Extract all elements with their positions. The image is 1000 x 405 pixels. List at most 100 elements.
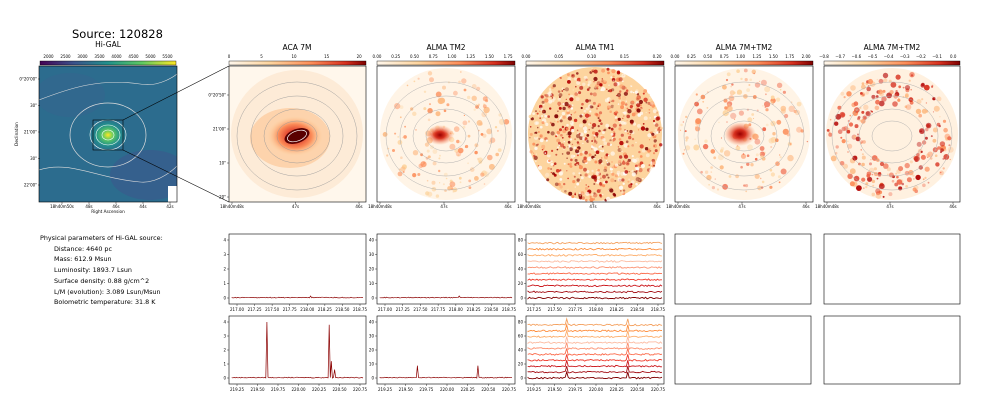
x-tick-label: 46s: [802, 204, 809, 209]
higal-ylabel: Declination: [14, 122, 19, 146]
param-tbol: Bolometric temperature: 31.8 K: [54, 298, 156, 307]
tm1-colorbar: [525, 60, 665, 66]
spectrum-line: [527, 296, 663, 300]
spectrum-y-tick: 10: [369, 281, 375, 286]
spectrum-x-tick: 217.75: [431, 307, 445, 312]
x-tick-label: 18h40m48s: [666, 204, 690, 209]
colorbar-tick-label: 1.25: [466, 54, 475, 59]
colorbar-tick-label: 3500: [94, 54, 105, 59]
spectrum-x-tick: 219.25: [230, 387, 244, 392]
tm2-title: ALMA TM2: [426, 43, 465, 52]
colorbar-tick-label: 0.00: [373, 54, 382, 59]
params-header: Physical parameters of Hi-GAL source:: [40, 234, 163, 242]
spectrum-panel: 0 1 2 3 4 217.00 217.25 217.50 217.75 218.00 218.2…: [223, 233, 367, 312]
spectrum-x-tick: 218.25: [467, 307, 481, 312]
spectrum-x-tick: 219.50: [251, 387, 265, 392]
colorbar-tick-label: 0.50: [703, 54, 712, 59]
x-tick-label: 47s: [589, 204, 596, 209]
spectrum-y-tick: 0: [223, 376, 226, 381]
colorbar-tick-label: 15: [324, 54, 330, 59]
spectrum-y-tick: 3: [223, 334, 226, 339]
higal-title: Hi-GAL: [95, 40, 122, 49]
y-tick-label: 21'00": [213, 127, 226, 132]
y-tick-label: 20": [219, 195, 226, 200]
colorbar-tick-label: −0.3: [900, 54, 910, 59]
spectrum-y-tick: 0: [520, 296, 523, 301]
spectrum-line: [527, 360, 662, 368]
colorbar-tick-label: 1.00: [736, 54, 745, 59]
aca7m-xticks: 18h40m48s 47s 46s: [220, 202, 363, 209]
higal-panel: Hi-GAL 2000 2500 3000 3500 4000 4500 5000 5500 …: [14, 40, 178, 214]
spectrum-line: [379, 365, 513, 379]
y-tick-label: 0°20'50": [208, 93, 226, 98]
residual-colorbar: [823, 60, 961, 66]
combo-panel: ALMA 7M+TM2 0.00 0.25 0.50 0.75 1.00 1.25 1.50…: [666, 43, 814, 209]
colorbar-tick-label: 0.75: [429, 54, 438, 59]
spectrum-line: [527, 328, 663, 339]
spectrum-line: [527, 365, 663, 374]
spectrum-line: [379, 295, 513, 299]
spectrum-line: [527, 290, 663, 294]
spectrum-y-tick: 30: [369, 252, 375, 257]
colorbar-tick-label: 1.25: [752, 54, 761, 59]
x-tick-label: 47s: [738, 204, 745, 209]
tm2-panel: ALMA TM2 0.00 0.25 0.50 0.75 1.00 1.25 1.50 1.7…: [368, 43, 516, 209]
spectrum-y-tick: 40: [518, 348, 524, 353]
spectrum-x-tick: 220.50: [481, 387, 495, 392]
x-tick-label: 47s: [292, 204, 299, 209]
spectrum-x-tick: 219.25: [527, 387, 541, 392]
combo-xticks: 18h40m48s 47s 46s: [666, 202, 810, 209]
x-tick-label: 18h40m48s: [815, 204, 839, 209]
spectrum-y-tick: 10: [369, 362, 375, 367]
colorbar-tick-label: 1.00: [447, 54, 456, 59]
spectrum-x-tick: 220.75: [502, 387, 516, 392]
colorbar-tick-label: 2500: [60, 54, 71, 59]
spectrum-y-tick: 3: [223, 252, 226, 257]
spectrum-y-tick: 2: [223, 267, 226, 272]
colorbar-tick-label: −0.8: [819, 54, 829, 59]
spectrum-x-tick: 217.75: [568, 307, 582, 312]
residual-colorbar-ticks: −0.8 −0.7 −0.6 −0.5 −0.4 −0.3 −0.2 −0.1 0.0: [819, 54, 957, 59]
spectrum-x-tick: 218.00: [589, 307, 603, 312]
higal-colorbar-ticks: 2000 2500 3000 3500 4000 4500 5000 5500: [43, 54, 173, 59]
spectrum-panel: [823, 233, 961, 305]
y-tick-label: 21'00": [24, 130, 37, 135]
spectrum-line: [231, 295, 364, 299]
spectrum-y-tick: 80: [518, 320, 524, 325]
colorbar-tick-label: 5: [260, 54, 263, 59]
colorbar-tick-label: 3000: [77, 54, 88, 59]
colorbar-tick-label: 0: [228, 54, 231, 59]
residual-xticks: 18h40m48s 47s 46s: [815, 202, 957, 209]
higal-xticks: 18h40m50s 48s 46s 44s 42s: [50, 202, 174, 209]
tm2-colorbar-ticks: 0.00 0.25 0.50 0.75 1.00 1.25 1.50 1.75: [373, 54, 513, 59]
spectrum-x-tick: 218.75: [353, 307, 367, 312]
spectrum-y-tick: 4: [223, 238, 226, 243]
colorbar-tick-label: 0.0: [950, 54, 957, 59]
param-surface-density: Surface density: 0.88 g/cm^2: [54, 276, 150, 285]
aca7m-yticks: 0°20'50" 21'00" 10" 20": [208, 93, 229, 200]
colorbar-tick-label: −0.7: [835, 54, 845, 59]
spectrum-x-tick: 218.00: [300, 307, 314, 312]
spectrum-panel: [674, 315, 812, 385]
colorbar-tick-label: 0.05: [554, 54, 563, 59]
spectrum-x-tick: 217.50: [548, 307, 562, 312]
x-tick-label: 47s: [886, 204, 893, 209]
colorbar-tick-label: −0.6: [851, 54, 861, 59]
x-tick-label: 46s: [355, 204, 362, 209]
spectrum-x-tick: 220.25: [610, 387, 624, 392]
tm1-title: ALMA TM1: [575, 43, 614, 52]
spectrum-x-tick: 218.50: [630, 307, 644, 312]
spectrum-x-tick: 219.75: [419, 387, 433, 392]
spectrum-panel: 0 10 20 30 40 219.25 219.50 219.75 220.00 220.25 2…: [369, 315, 516, 392]
colorbar-tick-label: −0.1: [932, 54, 942, 59]
spectrum-panel: 0 1 2 3 4 219.25 219.50 219.75 220.00 220.25 220.5…: [223, 315, 367, 392]
colorbar-tick-label: 2000: [43, 54, 54, 59]
spectrum-line: [527, 278, 662, 281]
higal-colorbar: [39, 60, 177, 66]
x-tick-label: 46s: [112, 204, 119, 209]
x-tick-label: 18h40m48s: [368, 204, 392, 209]
spectrum-y-tick: 0: [223, 296, 226, 301]
combo-colorbar: [674, 60, 814, 66]
spectrum-x-tick: 218.50: [335, 307, 349, 312]
